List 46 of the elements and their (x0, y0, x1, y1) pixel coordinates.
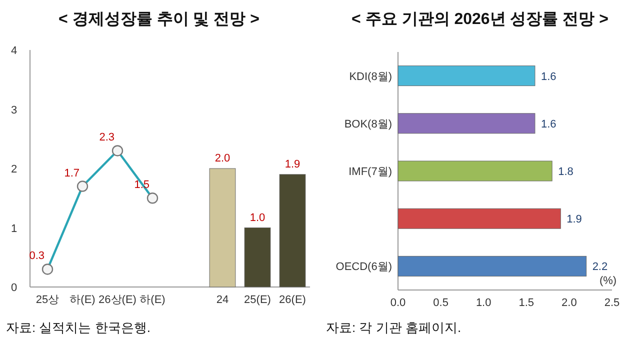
y-tick-label: BOK(8월) (344, 118, 392, 130)
chart-title: < 주요 기관의 2026년 성장률 전망 > (352, 11, 608, 28)
x-tick-label: 2.5 (604, 297, 620, 309)
x-tick-label: 0.5 (433, 297, 448, 309)
x-tick-label: 26(E) (279, 294, 306, 306)
bar (209, 168, 236, 288)
text: 자료: 각 기관 홈페이지. (326, 320, 462, 335)
data-label: 2.0 (214, 152, 230, 164)
x-tick-label: 하(E) (140, 294, 166, 306)
data-label: 1.0 (250, 212, 266, 224)
x-tick-label: 2.0 (562, 297, 577, 309)
x-tick-label: 1.5 (518, 297, 534, 309)
x-tick-label: 0.0 (390, 297, 406, 309)
bar (398, 160, 552, 182)
y-tick-label: OECD(6월) (336, 261, 392, 274)
bar (398, 208, 561, 229)
x-tick-label: 하(E) (70, 294, 96, 306)
y-tick-label: 0 (10, 282, 18, 294)
data-label: 2.3 (99, 132, 114, 144)
y-tick-label: IMF(7월) (348, 166, 392, 178)
x-tick-label: 26상(E) (98, 294, 136, 306)
x-tick-label: 25(E) (244, 294, 271, 306)
text: 자료: 실적치는 한국은행. (6, 320, 150, 335)
x-tick-label: 25상 (36, 294, 60, 306)
chart-title: < 경제성장률 추이 및 전망 > (58, 11, 260, 28)
data-label: 1.7 (64, 167, 80, 180)
data-label: 1.8 (558, 166, 574, 178)
data-label: 2.2 (592, 261, 608, 274)
y-tick-label: 3 (10, 104, 18, 116)
bar (398, 113, 536, 134)
y-tick-label: 2 (10, 164, 18, 176)
annotation: (%) (599, 275, 617, 287)
y-tick-label: 4 (10, 45, 18, 57)
y-tick-label: 1 (10, 222, 18, 235)
data-label: 1.9 (284, 158, 300, 170)
data-label: 1.6 (540, 118, 556, 130)
bar (398, 256, 587, 276)
bar (398, 66, 536, 86)
x-tick-label: 24 (216, 294, 229, 306)
y-tick-label: KDI(8월) (349, 70, 392, 83)
x-tick-label: 1.0 (476, 297, 492, 309)
bar (244, 228, 271, 288)
bar (279, 174, 306, 288)
data-label: 0.3 (29, 250, 44, 262)
data-label: 1.9 (566, 214, 582, 226)
data-label: 1.6 (540, 70, 556, 83)
